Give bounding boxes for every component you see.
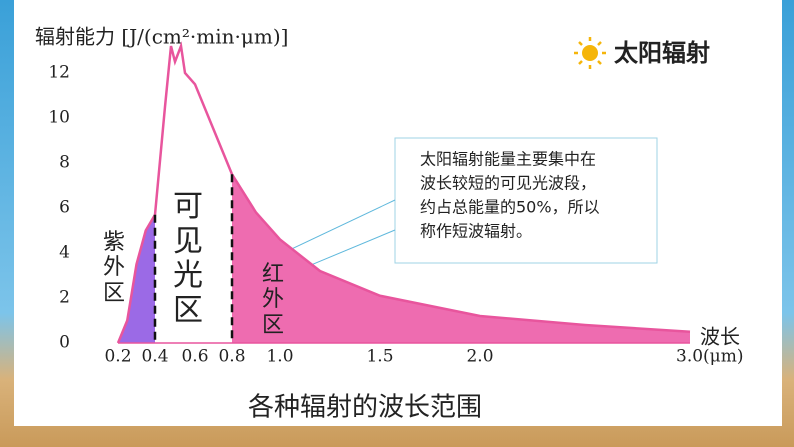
annotation-box	[394, 137, 658, 264]
annotation-line: 约占总能量的50%，所以	[420, 198, 600, 217]
annotation-line: 波长较短的可见光波段，	[420, 174, 596, 193]
region-area	[118, 214, 155, 343]
caption: 各种辐射的波长范围	[248, 393, 482, 423]
curve	[116, 41, 691, 344]
y-tick-label: 6	[59, 198, 70, 218]
y-tick-label: 12	[48, 63, 70, 83]
region-label: 紫外区	[103, 230, 126, 306]
x-tick-label: 0.4	[141, 347, 168, 367]
x-tick-label: 2.0	[466, 347, 493, 367]
region-area	[232, 174, 690, 343]
y-tick-label: 10	[48, 108, 70, 128]
region-label: 可见光区	[173, 189, 203, 328]
region-area	[155, 46, 232, 343]
x-tick-label: 0.2	[104, 347, 131, 367]
x-axis-label: 波长	[700, 325, 740, 349]
y-tick-label: 8	[59, 153, 70, 173]
y-tick-label: 0	[59, 333, 70, 353]
x-tick-label: 0.6	[181, 347, 208, 367]
x-tick-label: 3.0(μm)	[676, 347, 743, 367]
x-tick-label: 0.8	[218, 347, 245, 367]
y-tick-label: 4	[59, 243, 70, 263]
sun-icon	[574, 37, 606, 69]
y-axis-label: 辐射能力 [J/(cm²·min·μm)]	[35, 25, 288, 49]
annotation-line: 太阳辐射能量主要集中在	[420, 150, 596, 169]
region-label: 红外区	[262, 262, 285, 338]
x-tick-label: 1.0	[266, 347, 293, 367]
y-tick-label: 2	[59, 288, 70, 308]
slide-title: 太阳辐射	[614, 39, 710, 67]
annotation-line: 称作短波辐射。	[420, 222, 532, 241]
x-tick-label: 1.5	[366, 347, 393, 367]
